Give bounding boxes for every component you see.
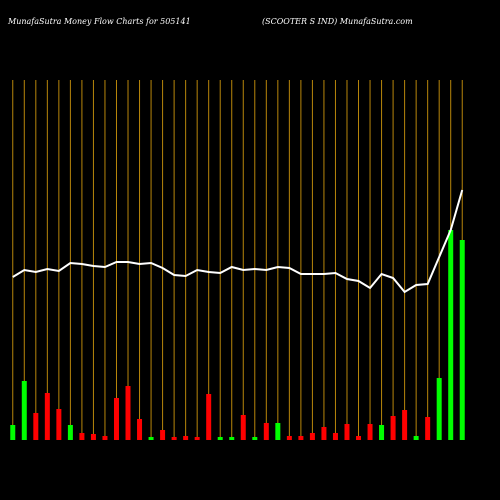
bar bbox=[194, 437, 200, 440]
bar bbox=[206, 394, 212, 440]
bar bbox=[309, 433, 315, 440]
bar bbox=[113, 398, 119, 440]
bar bbox=[459, 240, 465, 440]
bar bbox=[171, 437, 177, 440]
bar bbox=[390, 416, 396, 440]
bar bbox=[229, 437, 235, 440]
bar bbox=[10, 425, 16, 440]
bar bbox=[263, 423, 269, 440]
bar bbox=[286, 436, 292, 440]
bar bbox=[367, 424, 373, 440]
bar bbox=[252, 437, 258, 440]
bar bbox=[183, 436, 189, 440]
bar bbox=[125, 386, 131, 440]
bar bbox=[217, 437, 223, 440]
bar bbox=[33, 413, 39, 440]
bar bbox=[402, 410, 408, 440]
bar bbox=[148, 437, 154, 440]
bar bbox=[436, 378, 442, 440]
bar bbox=[413, 436, 419, 440]
bar bbox=[344, 424, 350, 440]
bar bbox=[21, 381, 27, 440]
bar bbox=[67, 425, 73, 440]
bar bbox=[298, 436, 304, 440]
bar bbox=[160, 430, 166, 440]
bar bbox=[56, 409, 62, 440]
chart-subtitle: (SCOOTER S IND) MunafaSutra.com bbox=[262, 17, 413, 26]
money-flow-line bbox=[12, 189, 464, 294]
bar bbox=[79, 433, 85, 440]
bar bbox=[425, 417, 431, 440]
bar bbox=[44, 393, 50, 440]
chart-title: MunafaSutra Money Flow Charts for 505141 bbox=[7, 17, 191, 26]
bar bbox=[448, 230, 454, 440]
bar bbox=[379, 425, 385, 440]
bar bbox=[321, 427, 327, 440]
bar bbox=[356, 436, 362, 440]
bar bbox=[240, 415, 246, 440]
bar bbox=[137, 419, 143, 440]
bar bbox=[102, 436, 108, 440]
bar bbox=[275, 423, 281, 440]
bar bbox=[90, 434, 96, 440]
bar bbox=[332, 433, 338, 440]
